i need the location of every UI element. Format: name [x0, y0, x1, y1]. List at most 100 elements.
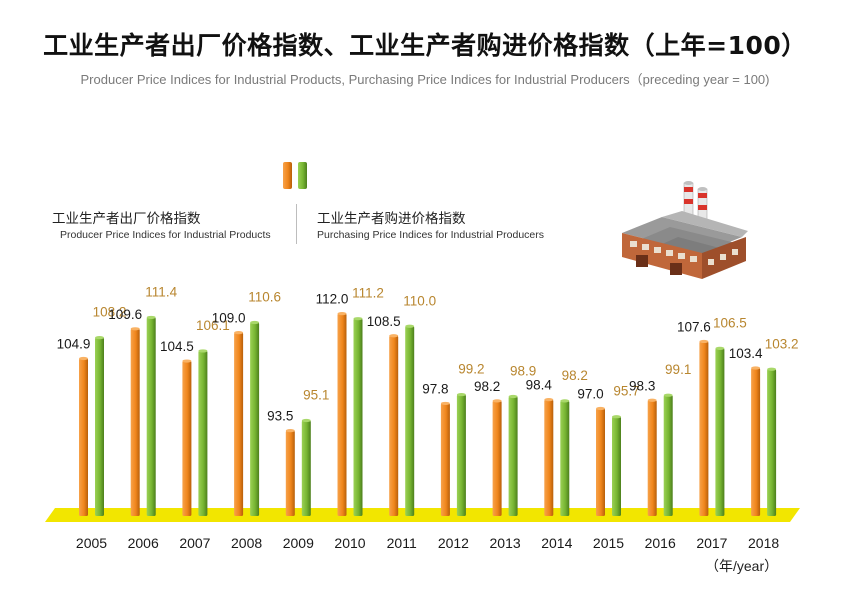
bar-cap-producer-2016	[647, 398, 657, 402]
value-label-producer-2013: 98.2	[474, 379, 500, 394]
bar-cap-purchasing-2006	[146, 315, 156, 320]
bar-purchasing-2008	[250, 322, 260, 516]
value-label-producer-2008: 109.0	[212, 311, 246, 326]
bar-cap-purchasing-2009	[301, 418, 311, 423]
bar-cap-purchasing-2005	[95, 336, 104, 340]
x-tick-label-2017: 2017	[696, 535, 727, 551]
value-label-purchasing-2007: 106.1	[196, 318, 230, 333]
value-label-producer-2006: 109.6	[108, 307, 142, 322]
value-label-purchasing-2012: 99.2	[458, 362, 484, 377]
value-label-purchasing-2015: 95.7	[613, 384, 639, 399]
bar-purchasing-2012	[456, 394, 466, 516]
bar-producer-2005	[79, 358, 88, 516]
value-label-purchasing-2008: 110.6	[248, 289, 281, 304]
bar-purchasing-2009	[301, 420, 311, 516]
bar-cap-producer-2006	[130, 327, 140, 331]
value-label-producer-2005: 104.9	[57, 337, 91, 352]
bar-purchasing-2007	[198, 350, 208, 516]
bar-producer-2014	[544, 399, 554, 516]
value-label-producer-2010: 112.0	[316, 292, 349, 307]
value-label-producer-2012: 97.8	[422, 381, 448, 396]
bar-cap-purchasing-2018	[767, 367, 777, 371]
x-tick-label-2008: 2008	[231, 535, 262, 551]
bar-cap-producer-2013	[492, 399, 502, 403]
bar-cap-producer-2018	[751, 366, 761, 370]
x-axis-unit-label: （年/year）	[705, 558, 779, 574]
bar-purchasing-2006	[146, 317, 156, 516]
legend-label-purchasing-en: Purchasing Price Indices for Industrial …	[317, 229, 545, 241]
value-label-purchasing-2011: 110.0	[403, 293, 436, 308]
bar-producer-2008	[234, 332, 244, 516]
bar-cap-purchasing-2008	[250, 320, 260, 325]
value-label-producer-2015: 97.0	[577, 386, 603, 401]
factory-icon	[622, 181, 748, 279]
bar-producer-2013	[492, 400, 502, 516]
bar-cap-purchasing-2017	[715, 346, 725, 351]
bar-producer-2017	[699, 341, 709, 516]
x-tick-label-2018: 2018	[748, 535, 779, 551]
bar-cap-purchasing-2012	[456, 392, 466, 397]
bar-cap-producer-2005	[79, 356, 88, 361]
value-label-purchasing-2013: 98.9	[510, 363, 536, 378]
bar-cap-producer-2007	[182, 359, 192, 363]
legend-swatch-purchasing	[298, 162, 307, 189]
legend-label-purchasing-cn: 工业生产者购进价格指数	[317, 211, 466, 227]
bar-cap-purchasing-2011	[405, 324, 415, 328]
x-tick-label-2010: 2010	[334, 535, 365, 551]
value-label-producer-2017: 107.6	[677, 319, 711, 334]
legend-label-producer-cn: 工业生产者出厂价格指数	[52, 211, 201, 227]
bar-cap-producer-2009	[285, 429, 295, 433]
bar-cap-purchasing-2015	[612, 415, 621, 419]
bar-producer-2009	[285, 430, 295, 516]
bar-producer-2012	[440, 403, 450, 516]
bar-cap-producer-2010	[337, 312, 347, 316]
chart-title: 工业生产者出厂价格指数、工业生产者购进价格指数（上年=100）	[43, 31, 807, 60]
chart-subtitle: Producer Price Indices for Industrial Pr…	[80, 72, 770, 87]
bar-cap-purchasing-2013	[508, 394, 518, 399]
x-tick-label-2012: 2012	[438, 535, 469, 551]
bar-cap-producer-2012	[440, 401, 450, 406]
bar-purchasing-2017	[715, 348, 725, 516]
bar-purchasing-2018	[767, 369, 777, 516]
bar-cap-producer-2015	[596, 406, 605, 411]
bar-cap-purchasing-2016	[663, 393, 673, 397]
legend-swatch-producer	[283, 162, 292, 189]
x-tick-label-2005: 2005	[76, 535, 107, 551]
bar-cap-producer-2011	[389, 334, 399, 338]
x-tick-label-2015: 2015	[593, 535, 624, 551]
bar-purchasing-2016	[663, 395, 673, 516]
x-tick-label-2016: 2016	[645, 535, 676, 551]
bar-producer-2015	[596, 408, 605, 516]
bar-purchasing-2010	[353, 318, 363, 516]
value-label-producer-2018: 103.4	[729, 346, 763, 361]
bar-producer-2011	[389, 335, 399, 516]
bar-producer-2010	[337, 313, 347, 516]
value-label-producer-2011: 108.5	[367, 314, 401, 329]
x-tick-label-2009: 2009	[283, 535, 314, 551]
value-label-purchasing-2016: 99.1	[665, 362, 691, 377]
legend-divider	[296, 204, 297, 244]
value-label-purchasing-2005: 108.2	[93, 305, 127, 320]
x-tick-label-2013: 2013	[490, 535, 521, 551]
value-label-purchasing-2010: 111.2	[352, 286, 384, 301]
bar-producer-2007	[182, 361, 192, 516]
bar-cap-purchasing-2014	[560, 399, 570, 403]
value-label-producer-2016: 98.3	[629, 378, 655, 393]
bar-purchasing-2011	[405, 326, 415, 516]
value-label-producer-2009: 93.5	[267, 409, 293, 424]
bar-purchasing-2015	[612, 416, 621, 516]
x-tick-label-2007: 2007	[179, 535, 210, 551]
bar-purchasing-2014	[560, 400, 570, 516]
value-label-purchasing-2017: 106.5	[713, 315, 747, 330]
bar-purchasing-2013	[508, 396, 518, 516]
x-tick-label-2006: 2006	[128, 535, 159, 551]
value-label-producer-2014: 98.4	[526, 378, 553, 393]
value-label-purchasing-2014: 98.2	[562, 368, 588, 383]
bar-cap-producer-2008	[234, 330, 244, 335]
bar-cap-purchasing-2010	[353, 317, 363, 321]
x-tick-label-2011: 2011	[387, 535, 417, 551]
legend-label-producer-en: Producer Price Indices for Industrial Pr…	[60, 229, 271, 241]
bar-cap-producer-2017	[699, 339, 709, 344]
bar-producer-2018	[751, 368, 761, 516]
